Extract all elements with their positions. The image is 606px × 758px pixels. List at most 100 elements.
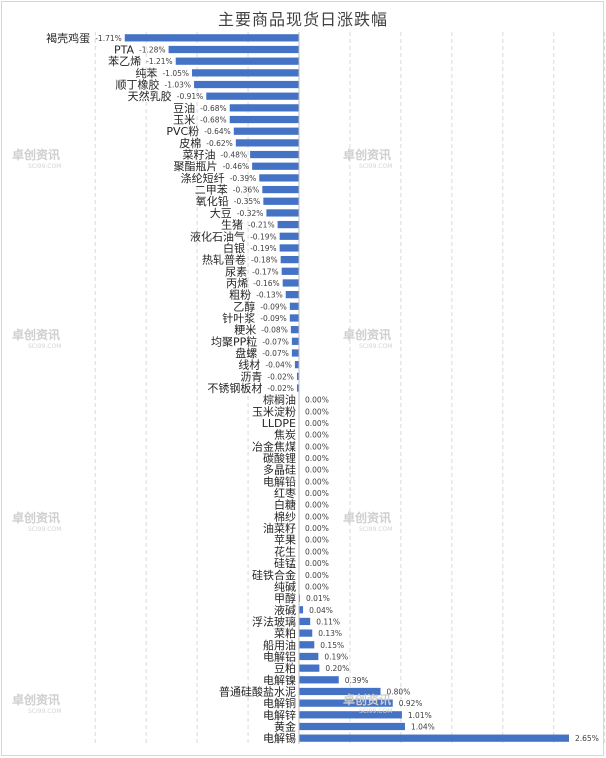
category-label: 碳酸锂 [263,451,296,465]
data-label: -0.32% [237,209,264,218]
watermark: 卓创资讯 SCI99.COM [343,328,393,350]
category-label: 电解锌 [263,708,296,722]
data-label: -0.46% [223,162,250,171]
data-label: -0.21% [248,221,275,230]
bar [250,150,299,159]
data-label: -0.68% [200,104,227,113]
data-label: -0.39% [230,174,257,183]
data-label: -0.68% [200,116,227,125]
bar [294,361,299,369]
bar [299,711,402,719]
bar [206,92,299,100]
bar [299,699,393,707]
data-label: -0.19% [250,232,277,241]
watermark: 卓创资讯 SCI99.COM [12,148,62,170]
category-label: 液化石油气 [190,229,245,243]
bar [299,652,319,661]
category-label: 硅锰 [274,556,296,570]
category-label: 盘螺 [235,346,257,360]
category-label: 电解铝 [263,649,296,663]
watermark: 卓创资讯 SCI99.COM [343,693,393,715]
data-label: -0.04% [265,361,292,370]
data-label: -0.13% [256,291,283,300]
bar [299,617,311,626]
data-label: 0.15% [320,641,344,650]
category-label: 普通硅酸盐水泥 [219,684,296,698]
data-label: -1.05% [162,69,189,78]
data-label: -0.16% [253,279,280,288]
category-label: 船用油 [263,638,296,652]
bar [266,209,299,217]
watermark: 卓创资讯 SCI99.COM [12,511,62,533]
bar [299,629,313,637]
data-label: 0.00% [305,477,329,486]
bar [291,349,299,357]
data-label: 0.00% [305,524,329,533]
data-label: -0.02% [267,384,294,393]
watermark: 卓创资讯 SCI99.COM [12,328,62,350]
data-label: -0.02% [267,372,294,381]
bar [192,69,299,77]
category-label: 纯苯 [135,66,157,80]
category-label: 苯乙烯 [108,54,141,68]
bar [299,676,339,684]
bar [289,314,299,322]
bar [124,34,299,42]
data-label: -1.03% [165,81,192,90]
data-label: -1.28% [139,46,166,55]
data-label: -0.09% [260,314,287,323]
data-label: -1.21% [146,57,173,66]
category-label: 纯碱 [274,580,296,593]
bar [299,687,381,696]
data-label: 1.04% [411,722,435,731]
bar [229,115,299,124]
data-label: 0.00% [305,571,329,580]
bar [280,255,299,264]
category-label: 皮棉 [179,136,201,150]
bar [233,127,299,135]
bar [299,664,320,672]
data-label: 0.00% [305,396,329,405]
category-label: 沥青 [240,370,262,383]
bar [299,734,569,742]
data-label: 0.00% [305,407,329,416]
category-label: 冶金焦煤 [252,439,296,453]
data-label: 0.00% [305,512,329,521]
category-label: 棉纱 [274,509,296,523]
data-label: -0.19% [250,244,277,253]
data-label: 0.13% [318,629,342,638]
category-label: 豆粕 [274,661,296,675]
watermark: 卓创资讯 SCI99.COM [343,511,393,533]
bar [279,244,299,252]
data-label: 0.00% [305,547,329,556]
bar [263,197,299,205]
category-label: 氧化铅 [196,194,229,208]
category-label: 苹果 [274,533,296,547]
data-label: 0.00% [305,466,329,475]
category-label: 涤纶短纤 [181,171,225,185]
category-label: 粳米 [234,323,256,337]
category-label: 多晶硅 [263,463,296,477]
category-label: 玉米 [173,114,195,127]
bar [229,104,299,112]
data-label: -0.18% [251,256,278,265]
data-label: -0.35% [234,197,261,206]
category-label: 电解镍 [263,673,296,687]
category-label: 聚酯瓶片 [174,159,218,173]
bar [299,641,315,649]
data-label: 0.00% [305,582,329,591]
category-label: 硅铁合金 [252,568,296,582]
category-label: 甲醇 [274,591,296,605]
bar [279,232,299,240]
data-label: 0.00% [305,559,329,568]
bar [168,45,299,54]
data-label: 0.00% [305,419,329,428]
category-label: 针叶浆 [222,311,255,325]
bar [289,302,299,310]
data-label: 0.00% [305,454,329,463]
bar [194,80,299,89]
bar [290,326,299,334]
data-label: -0.91% [177,92,204,101]
category-label: 尿素 [225,265,247,278]
